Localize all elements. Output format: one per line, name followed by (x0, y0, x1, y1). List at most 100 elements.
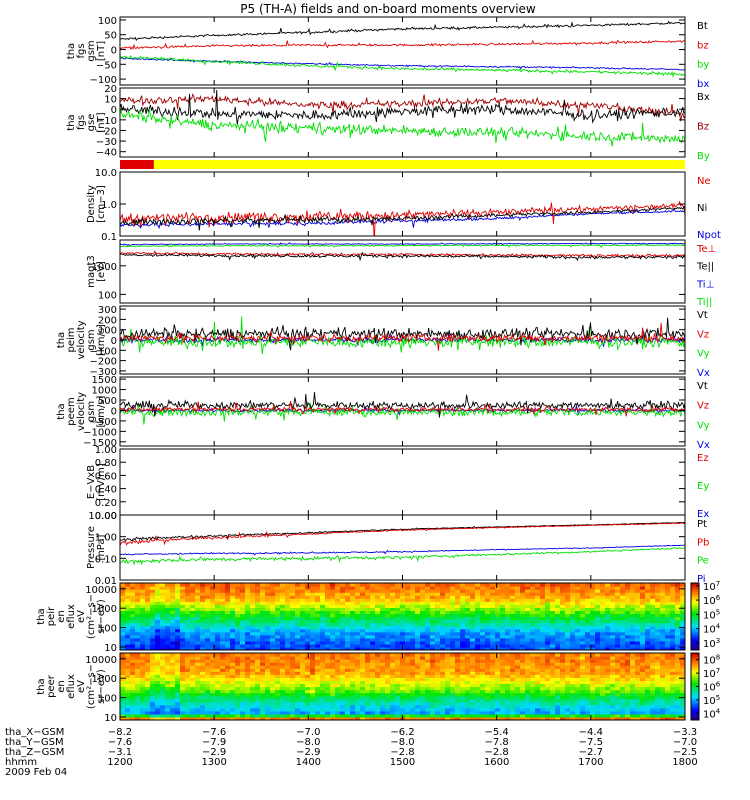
colorbar-tick-3: 104 (703, 623, 721, 636)
ytick-label: −50 (96, 60, 117, 71)
ytick-label: 1000 (92, 262, 117, 273)
panel-ylabel: fgs (76, 115, 87, 130)
panel-ylabel: peer (46, 674, 57, 698)
series-pb-line (120, 522, 685, 546)
ytick-label: 0.10 (95, 554, 117, 565)
ytick-label: 10 (104, 643, 117, 654)
legend-te: Te⊥ (696, 244, 716, 255)
xaxis-value: −8.2 (108, 727, 132, 738)
series-te-line (120, 250, 685, 259)
panel-ylabel: eV (76, 610, 87, 623)
mode-bar-segment-0 (120, 160, 154, 169)
ytick-label: 50 (104, 31, 117, 42)
colorbar-tick-1: 107 (703, 667, 720, 680)
ytick-label: −20 (96, 126, 117, 137)
ytick-label: 0.60 (95, 471, 117, 482)
xaxis-value: −5.4 (485, 727, 509, 738)
legend-te: Te|| (696, 262, 714, 273)
series-te-line (120, 251, 685, 262)
xaxis-value: 1200 (107, 757, 132, 768)
panel-ylabel: (cm²−s− (86, 664, 97, 709)
ytick-label: 0 (111, 336, 117, 347)
panel-ylabel: Pressure (86, 526, 97, 569)
panel-ylabel: (cm²−s− (86, 594, 97, 639)
panel-ylabel: [eV] (96, 261, 107, 282)
xaxis-value: −8.0 (296, 737, 320, 748)
ytick-label: 0.1 (101, 232, 117, 243)
legend-vt: Vt (697, 310, 708, 321)
xaxis-row-label: hhmm (5, 757, 37, 768)
ytick-label: 100 (98, 624, 117, 635)
panel-frame (119, 171, 686, 237)
colorbar-tick-0: 108 (703, 654, 720, 667)
ytick-label: 300 (98, 305, 117, 316)
xaxis-value: 1500 (390, 757, 415, 768)
series-pt-line (120, 522, 685, 542)
panel-ylabel: E−VxB (86, 465, 97, 499)
panel-7: 1.00 0.80 0.60 0.40 0.20 0.00 E−VxB [mV/m] Ez Ey E… (86, 445, 709, 522)
legend-bx: Bx (697, 92, 710, 103)
legend-vz: Vz (697, 401, 709, 412)
series-bz-line (120, 39, 685, 51)
xaxis-row-label: tha_Y−GSM (5, 737, 64, 748)
panel-ylabel: [cm−3] (96, 185, 107, 223)
panel-ylabel: eflux (66, 604, 77, 629)
legend-pt: Pt (697, 519, 707, 530)
series-vy-line (120, 402, 685, 425)
xaxis-value: −3.1 (108, 747, 132, 758)
panel-ylabel: gse (86, 114, 97, 132)
ytick-label: 1.0 (101, 200, 117, 211)
ytick-label: 1000 (92, 604, 117, 615)
xaxis-value: 1600 (484, 757, 509, 768)
mode-bar-segment-1 (153, 160, 685, 169)
panel-ylabel: eV (76, 680, 87, 693)
xaxis-value: −2.7 (579, 747, 603, 758)
ytick-label: 10 (104, 95, 117, 106)
ytick-label: 1000 (92, 674, 117, 685)
legend-ti: Ti|| (696, 297, 712, 308)
ytick-label: 10.00 (88, 511, 117, 522)
legend-by: by (697, 60, 709, 71)
legend-npot: Npot (697, 230, 721, 241)
xaxis-value: −7.0 (296, 727, 320, 738)
panel-2 (120, 160, 685, 169)
ytick-label: 10000 (85, 585, 117, 596)
ytick-label: 10.0 (95, 168, 117, 179)
panel-ylabel: en (56, 680, 67, 693)
legend-vy: Vy (697, 349, 710, 360)
series-bt-line (120, 20, 685, 42)
series-pi-line (120, 544, 685, 556)
ytick-label: −300 (90, 367, 117, 378)
series-vz-line (120, 401, 685, 417)
ytick-label: 0.01 (95, 576, 117, 587)
panel-8: 10.00 1.00 0.10 0.01 Pressure [nPa] Pt Pb Pe Pi (86, 511, 709, 587)
date-label: 2009 Feb 04 (5, 767, 67, 778)
ytick-label: 10 (104, 713, 117, 724)
ytick-label: −10 (96, 116, 117, 127)
xaxis-value: −2.9 (296, 747, 320, 758)
panel-ylabel: tha (66, 114, 77, 130)
ytick-label: −100 (90, 346, 117, 357)
panel-ylabel: Density (86, 185, 97, 223)
legend-pe: Pe (697, 556, 709, 567)
ytick-label: 20 (104, 84, 117, 95)
series-by-line (120, 55, 685, 78)
legend-bx: bx (697, 79, 709, 90)
panel-ylabel: [nT] (96, 112, 107, 132)
panel-ylabel: [nPa] (96, 534, 107, 560)
panel-frame (119, 448, 686, 516)
ytick-label: 10000 (85, 655, 117, 666)
series-vt-line (120, 392, 685, 418)
ytick-label: 100 (98, 694, 117, 705)
xaxis-value: −7.6 (202, 727, 226, 738)
colorbar-tick-4: 103 (703, 637, 720, 650)
colorbar-tick-2: 106 (703, 681, 721, 694)
